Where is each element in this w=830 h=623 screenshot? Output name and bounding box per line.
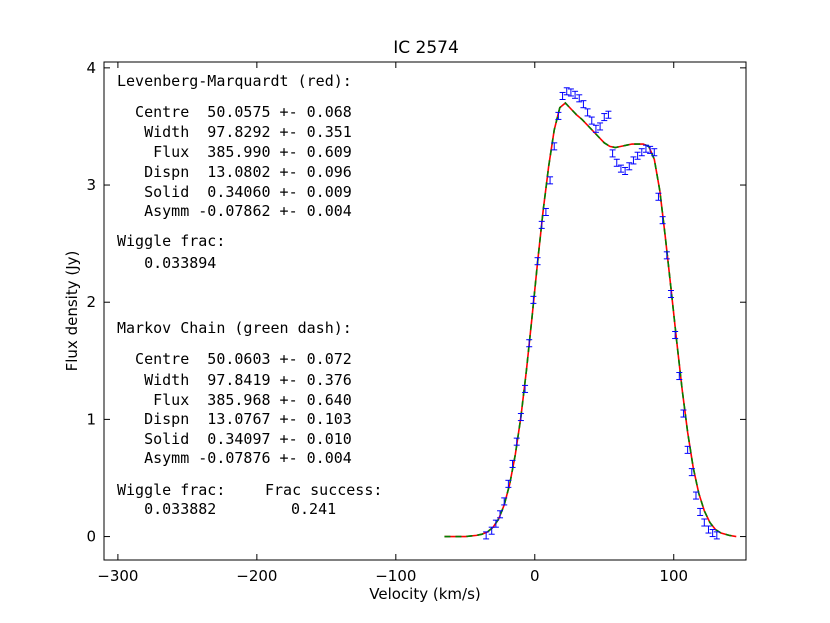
lm-row-solid: Solid 0.34060 +- 0.009 (117, 183, 352, 201)
data-point-errorbar (588, 116, 595, 125)
data-point-errorbar (567, 88, 574, 97)
data-point-errorbar (580, 100, 587, 109)
data-point-errorbar (638, 148, 645, 157)
data-point-errorbar (630, 156, 637, 165)
lm-wiggle-label: Wiggle frac: (117, 232, 225, 250)
data-point-errorbar (667, 289, 674, 299)
data-point-errorbar (692, 491, 699, 500)
y-tick-label: 4 (86, 59, 96, 77)
mc-wiggle-label: Wiggle frac: (117, 481, 225, 499)
mc-frac-success-value: 0.241 (291, 500, 336, 518)
lm-row-width: Width 97.8292 +- 0.351 (117, 123, 352, 141)
data-point-errorbar (576, 94, 583, 103)
data-point-errorbar (505, 479, 512, 488)
y-tick-label: 0 (86, 528, 96, 546)
data-point-errorbar (709, 529, 716, 538)
lm-wiggle-value: 0.033894 (117, 254, 216, 272)
data-point-errorbar (676, 372, 683, 381)
mc-annotation-block: Markov Chain (green dash): Centre 50.060… (117, 319, 382, 518)
data-point-errorbar (522, 384, 529, 393)
data-point-errorbar (551, 142, 558, 151)
data-point-errorbar (651, 148, 658, 157)
x-tick-label: −200 (236, 567, 277, 585)
data-point-errorbar (672, 331, 679, 340)
mc-wiggle-value: 0.033882 (117, 500, 216, 518)
data-point-errorbar (572, 90, 579, 99)
data-point-errorbar (592, 124, 599, 133)
mc-row-centre: Centre 50.0603 +- 0.072 (117, 350, 352, 368)
x-tick-label: 100 (659, 567, 688, 585)
mc-fit-line (444, 101, 737, 538)
data-point-errorbar (613, 158, 620, 167)
data-point-errorbar (509, 459, 516, 468)
data-point-errorbar (634, 151, 641, 160)
data-point-errorbar (530, 295, 537, 304)
y-tick-label: 2 (86, 293, 96, 311)
lm-row-centre: Centre 50.0575 +- 0.068 (117, 103, 352, 121)
data-point-errorbar (680, 409, 687, 418)
data-point-errorbar (542, 207, 549, 217)
data-point-errorbar (517, 413, 524, 422)
y-axis-label: Flux density (Jy) (63, 251, 81, 372)
data-point-errorbar (497, 510, 504, 519)
data-point-errorbar (584, 108, 591, 117)
mc-frac-success-label: Frac success: (265, 481, 382, 499)
data-point-errorbar (555, 111, 562, 120)
data-point-errorbar (559, 91, 566, 100)
y-tick-label: 3 (86, 176, 96, 194)
data-point-errorbar (501, 497, 508, 506)
data-point-errorbar (526, 339, 533, 348)
data-point-errorbar (617, 164, 624, 173)
lm-annotation-block: Levenberg-Marquardt (red): Centre 50.057… (117, 72, 352, 272)
x-tick-label: −300 (97, 567, 138, 585)
x-axis-ticks: −300 −200 −100 0 100 (97, 62, 688, 585)
data-point-errorbar (697, 507, 704, 516)
data-point-errorbar (538, 220, 545, 229)
axes-frame (103, 61, 747, 561)
mc-header: Markov Chain (green dash): (117, 319, 352, 337)
data-point-errorbar (626, 162, 633, 171)
data-point-errorbar (663, 251, 670, 260)
x-axis-label: Velocity (km/s) (369, 585, 480, 603)
data-point-errorbar (713, 531, 720, 540)
data-point-errorbar (684, 445, 691, 454)
chart-title: IC 2574 (393, 38, 459, 58)
data-point-errorbar (659, 216, 666, 225)
y-tick-label: 1 (86, 410, 96, 428)
mc-row-width: Width 97.8419 +- 0.376 (117, 371, 352, 389)
mc-row-flux: Flux 385.968 +- 0.640 (117, 391, 352, 409)
data-point-errorbar (622, 166, 629, 175)
data-point-errorbar (492, 519, 499, 528)
data-point-errorbar (547, 176, 554, 185)
data-point-errorbar (513, 437, 520, 446)
plot-area (444, 87, 737, 540)
x-tick-label: −100 (375, 567, 416, 585)
lm-row-flux: Flux 385.990 +- 0.609 (117, 143, 352, 161)
mc-row-solid: Solid 0.34097 +- 0.010 (117, 430, 352, 448)
lm-row-dispn: Dispn 13.0802 +- 0.096 (117, 163, 352, 181)
data-point-errorbar (605, 110, 612, 119)
data-point-errorbar (563, 87, 570, 96)
mc-row-asymm: Asymm -0.07876 +- 0.004 (117, 449, 352, 467)
data-point-errorbar (705, 525, 712, 534)
data-point-errorbar (647, 145, 654, 154)
data-point-errorbar (597, 122, 604, 131)
x-tick-label: 0 (530, 567, 540, 585)
data-point-errorbar (688, 468, 695, 477)
lm-header: Levenberg-Marquardt (red): (117, 72, 352, 90)
y-axis-ticks: 0 1 2 3 4 (86, 59, 746, 546)
data-point-errorbar (601, 113, 608, 122)
data-point-errorbar (483, 531, 490, 540)
data-point-errorbar (534, 257, 541, 266)
data-point-errorbar (655, 192, 662, 201)
data-point-errorbar (609, 149, 616, 158)
mc-row-dispn: Dispn 13.0767 +- 0.103 (117, 410, 352, 428)
data-point-errorbar (642, 144, 649, 153)
lm-row-asymm: Asymm -0.07862 +- 0.004 (117, 202, 352, 220)
